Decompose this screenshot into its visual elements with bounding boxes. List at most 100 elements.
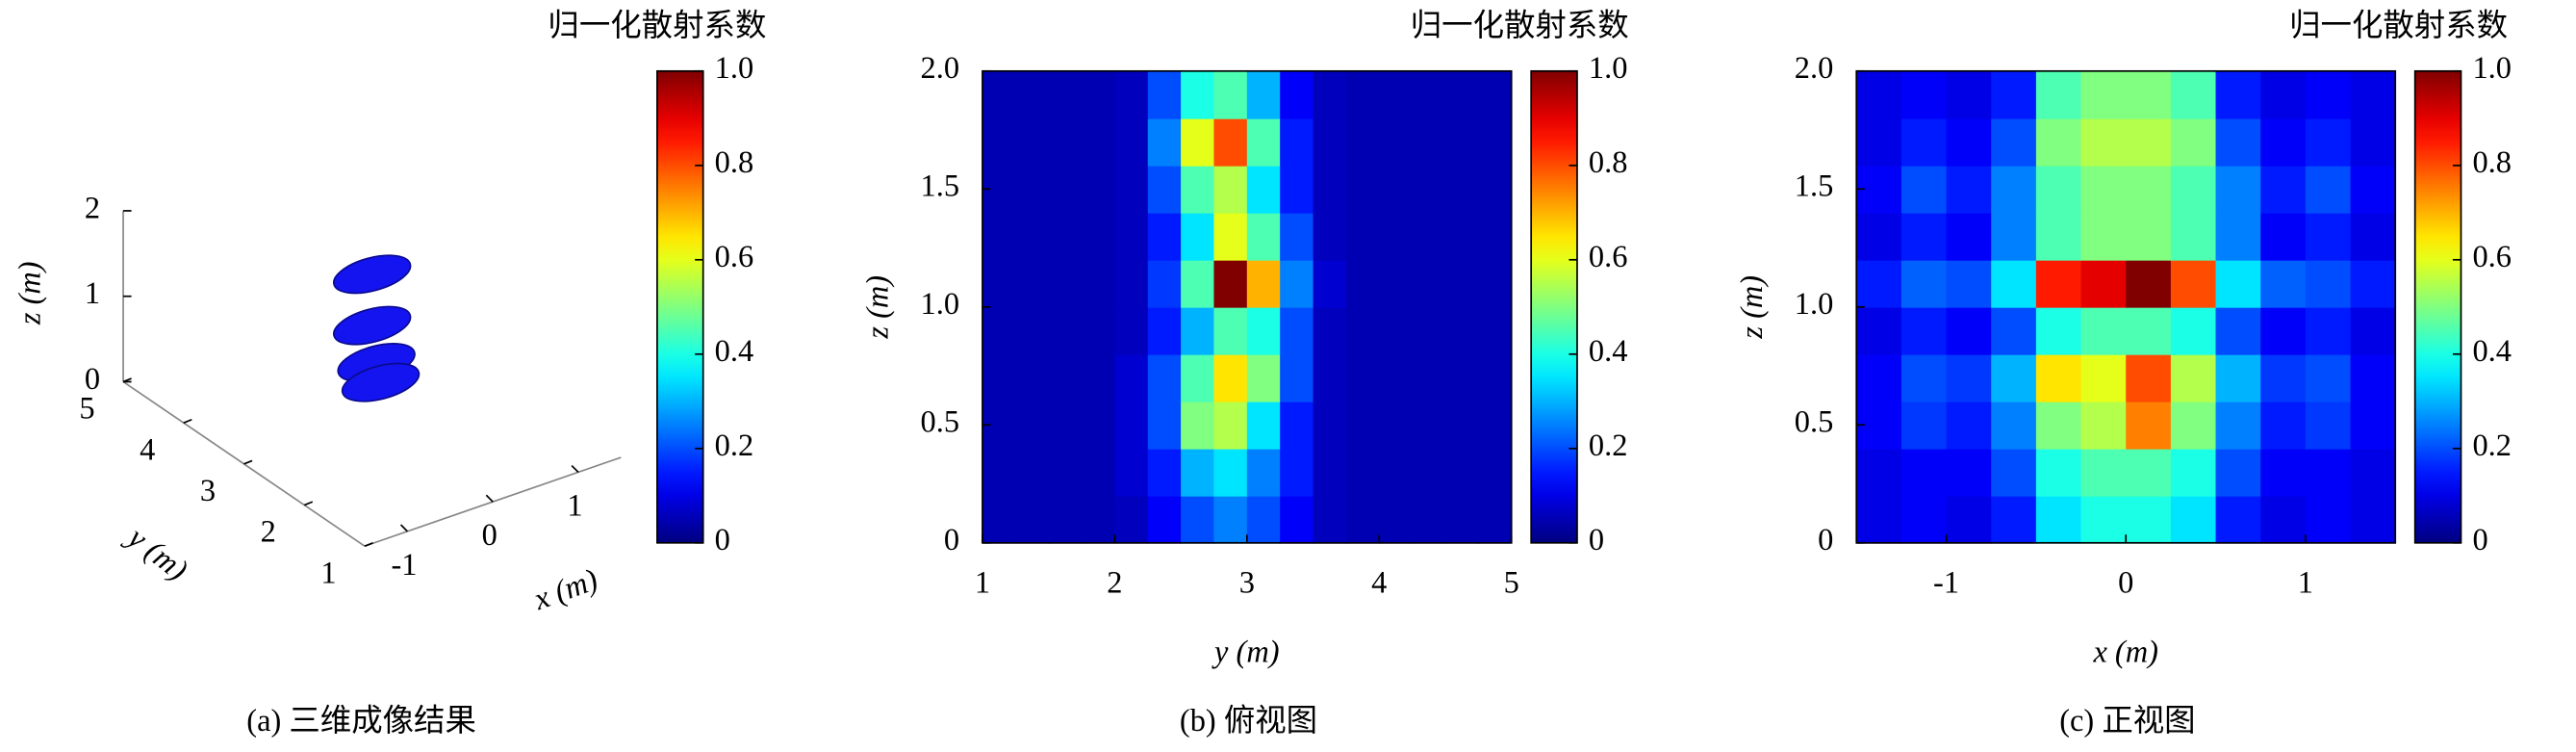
heatmap-cell (1991, 117, 2037, 167)
heatmap-cell (2035, 401, 2082, 450)
heatmap-cell (1114, 165, 1149, 214)
y-tick (303, 501, 314, 506)
heatmap-cell (1900, 306, 1948, 355)
heatmap-cell (1213, 259, 1248, 308)
y-tick-label: 1.5 (921, 169, 960, 204)
z-tick-label: 1 (85, 276, 100, 311)
heatmap-cell (1246, 165, 1282, 214)
heatmap-cell (2080, 306, 2128, 355)
heatmap-cell (1114, 117, 1149, 167)
heatmap-cell (1412, 117, 1446, 167)
heatmap-cell (2080, 212, 2128, 261)
heatmap-cell (1015, 353, 1050, 402)
heatmap-cell (2035, 70, 2082, 119)
y-tick-label: 2 (261, 515, 276, 550)
heatmap-cell (1048, 306, 1083, 355)
heatmap-cell (2126, 353, 2172, 402)
heatmap-cell (1856, 495, 1902, 544)
heatmap-cell (1147, 70, 1182, 119)
heatmap-cell (1444, 448, 1480, 497)
heatmap-cell (1048, 165, 1083, 214)
heatmap-cell (1379, 259, 1414, 308)
heatmap-cell (2080, 70, 2128, 119)
y-tick-label: 0 (944, 523, 959, 558)
heatmap-cell (1900, 401, 1948, 450)
heatmap-cell (1946, 165, 1993, 214)
heatmap-cell (2350, 117, 2397, 167)
heatmap-cell (2170, 353, 2217, 402)
heatmap-cell (1946, 70, 1993, 119)
heatmap-cell (1478, 165, 1513, 214)
heatmap-cell (982, 495, 1017, 544)
heatmap-cell (1478, 259, 1513, 308)
heatmap-cell (1114, 448, 1149, 497)
heatmap-cell (1900, 448, 1948, 497)
heatmap-cell (1015, 448, 1050, 497)
heatmap-cell (2260, 165, 2307, 214)
heatmap-cell (1379, 117, 1414, 167)
heatmap-cell (1946, 306, 1993, 355)
heatmap-cell (2260, 401, 2307, 450)
heatmap-cell (1147, 117, 1182, 167)
heatmap-cell (1147, 165, 1182, 214)
heatmap-cell (1213, 212, 1248, 261)
heatmap-cell (2305, 353, 2352, 402)
heatmap-cell (1181, 448, 1215, 497)
x-tick-label: 0 (482, 518, 497, 553)
y-tick (243, 459, 253, 465)
heatmap-cell (1345, 495, 1381, 544)
x-tick-label: 3 (1239, 566, 1255, 601)
heatmap-cell (2035, 448, 2082, 497)
heatmap-cell (1412, 448, 1446, 497)
heatmap-cell (1856, 70, 1902, 119)
heatmap-cell (1900, 259, 1948, 308)
heatmap-cell (1991, 401, 2037, 450)
heatmap-cell (2126, 70, 2172, 119)
heatmap-cell (1856, 259, 1902, 308)
heatmap-cell (2126, 259, 2172, 308)
heatmap-cell (1991, 259, 2037, 308)
colorbar (656, 69, 704, 544)
heatmap-cell (1345, 165, 1381, 214)
caption: (a) 三维成像结果 (246, 703, 476, 739)
heatmap-cell (1412, 401, 1446, 450)
heatmap-cell (1345, 70, 1381, 119)
heatmap-cell (2080, 401, 2128, 450)
heatmap-cell (2126, 306, 2172, 355)
colorbar-tick-label: 0.2 (1589, 428, 1628, 463)
colorbar (2413, 69, 2462, 544)
heatmap-cell (1991, 70, 2037, 119)
x-tick (399, 524, 409, 532)
heatmap-cell (1048, 353, 1083, 402)
heatmap-cell (2035, 212, 2082, 261)
heatmap-cell (1900, 212, 1948, 261)
heatmap-cell (1313, 212, 1347, 261)
heatmap-cell (2126, 495, 2172, 544)
heatmap-cell (1444, 353, 1480, 402)
heatmap-cell (1280, 259, 1314, 308)
heatmap-cell (1280, 70, 1314, 119)
colorbar-tick-label: 0.4 (1589, 334, 1628, 369)
heatmap-cell (1082, 165, 1116, 214)
colorbar-title: 归一化散射系数 (2289, 8, 2508, 43)
heatmap-cell (1946, 401, 1993, 450)
heatmap-cell (2170, 259, 2217, 308)
heatmap-cell (1313, 70, 1347, 119)
heatmap-cell (1900, 165, 1948, 214)
heatmap-cell (1379, 70, 1414, 119)
heatmap-cell (1444, 495, 1480, 544)
heatmap-cell (2215, 448, 2262, 497)
colorbar-title: 归一化散射系数 (1411, 8, 1629, 43)
heatmap-cell (2350, 165, 2397, 214)
heatmap-cell (1280, 165, 1314, 214)
heatmap-cell (1444, 306, 1480, 355)
heatmap-cell (2215, 117, 2262, 167)
heatmap-cell (2170, 70, 2217, 119)
heatmap-cell (2260, 117, 2307, 167)
heatmap-cell (1313, 401, 1347, 450)
heatmap-cell (1379, 306, 1414, 355)
heatmap-cell (1246, 448, 1282, 497)
heatmap-cell (1412, 212, 1446, 261)
heatmap-cell (1379, 353, 1414, 402)
